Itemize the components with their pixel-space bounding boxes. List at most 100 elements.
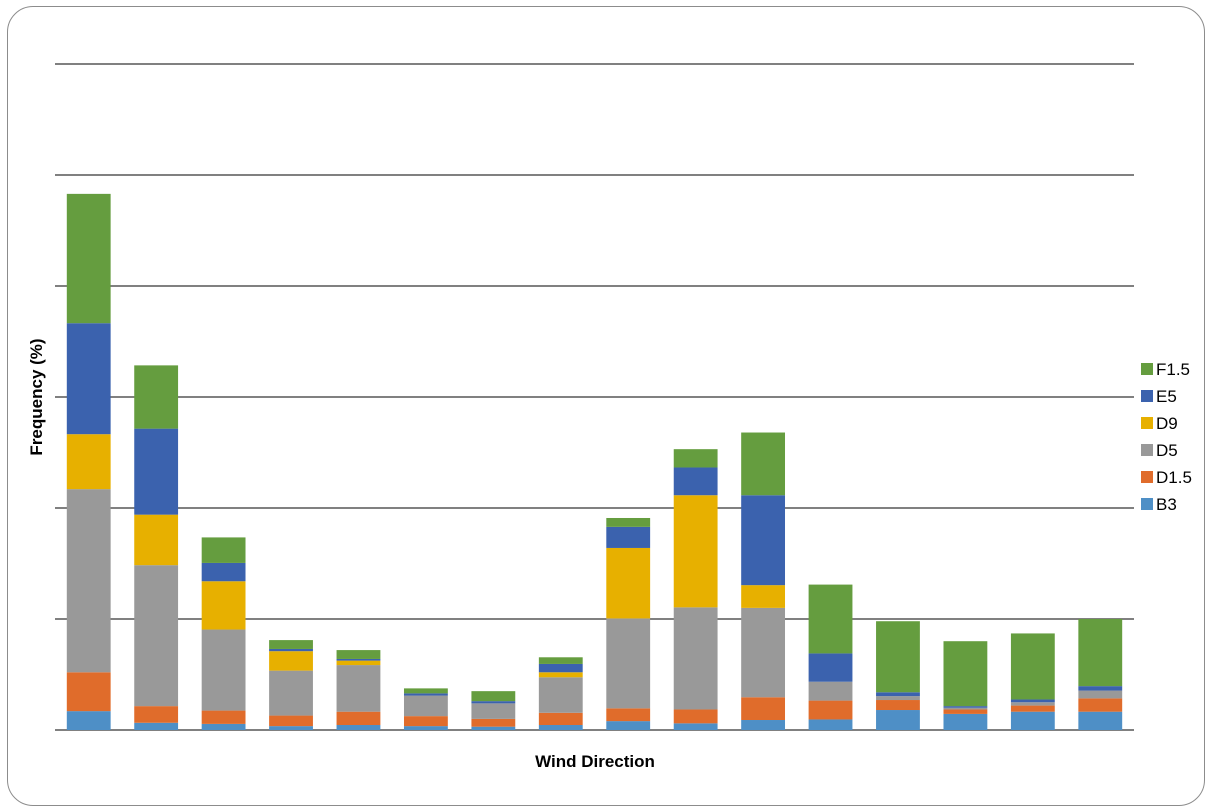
bar-segment-d1-5-9 — [606, 708, 651, 722]
bar-segment-b3-10 — [673, 723, 718, 730]
legend-label-d5: D5 — [1156, 441, 1178, 460]
bar-segment-b3-7 — [471, 726, 516, 730]
bar-segment-e5-5 — [336, 658, 381, 661]
bars-group — [66, 193, 1123, 730]
bar-segment-d1-5-1 — [66, 672, 111, 712]
bar-segment-f1-5-5 — [336, 650, 381, 659]
bar-segment-d9-5 — [336, 660, 381, 666]
bar-segment-d1-5-5 — [336, 711, 381, 725]
bar-segment-f1-5-14 — [943, 641, 988, 707]
chart-svg: Frequency (%) Wind Direction F1.5 E5 D9 D5 D… — [27, 63, 1192, 771]
bar-segment-d5-5 — [336, 665, 381, 712]
bar-segment-d5-16 — [1078, 690, 1123, 699]
legend-label-d9: D9 — [1156, 414, 1178, 433]
bar-segment-d5-14 — [943, 707, 988, 710]
bar-segment-e5-8 — [538, 663, 583, 673]
bar-segment-d5-1 — [66, 489, 111, 673]
bar-segment-e5-6 — [403, 693, 448, 696]
bar-segment-d5-4 — [269, 670, 313, 716]
bar-segment-d1-5-13 — [876, 700, 920, 711]
legend-swatch-e5 — [1141, 390, 1153, 402]
bar-segment-e5-11 — [741, 495, 786, 586]
bar-segment-d9-1 — [66, 434, 111, 490]
bar-segment-d5-11 — [741, 607, 786, 698]
bar-segment-d1-5-14 — [943, 709, 988, 714]
bar-segment-d1-5-15 — [1010, 705, 1055, 712]
bar-segment-d1-5-4 — [269, 715, 313, 727]
bar-segment-f1-5-8 — [538, 657, 583, 664]
bar-segment-b3-8 — [538, 725, 583, 730]
bar-segment-b3-16 — [1078, 711, 1123, 730]
legend-label-e5: E5 — [1156, 387, 1177, 406]
bar-segment-d5-8 — [538, 677, 583, 713]
bar-segment-b3-6 — [403, 726, 448, 730]
bar-segment-f1-5-11 — [741, 432, 786, 496]
bar-segment-e5-4 — [269, 648, 313, 652]
bar-segment-d9-3 — [201, 581, 246, 630]
bar-segment-d1-5-2 — [134, 706, 179, 723]
bar-segment-d5-6 — [403, 695, 448, 717]
y-axis-title: Frequency (%) — [27, 338, 46, 455]
legend-swatch-f1-5 — [1141, 363, 1153, 375]
legend: F1.5 E5 D9 D5 D1.5 B3 — [1141, 360, 1192, 514]
bar-segment-d1-5-11 — [741, 697, 786, 720]
bar-segment-d1-5-10 — [673, 709, 718, 724]
bar-segment-f1-5-2 — [134, 365, 179, 429]
bar-segment-f1-5-10 — [673, 449, 718, 468]
bar-segment-f1-5-1 — [66, 193, 111, 324]
legend-swatch-d1-5 — [1141, 471, 1153, 483]
bar-segment-f1-5-7 — [471, 691, 516, 702]
bar-segment-e5-7 — [471, 701, 516, 704]
bar-segment-b3-9 — [606, 721, 651, 730]
bar-segment-d9-2 — [134, 514, 179, 566]
bar-segment-b3-14 — [943, 713, 988, 730]
bar-segment-b3-5 — [336, 725, 381, 730]
bar-segment-d1-5-6 — [403, 716, 448, 727]
bar-segment-b3-13 — [876, 710, 920, 730]
bar-segment-e5-13 — [876, 692, 920, 697]
bar-segment-b3-4 — [269, 726, 313, 730]
bar-segment-d5-15 — [1010, 702, 1055, 706]
bar-segment-b3-2 — [134, 722, 179, 730]
bar-segment-d1-5-7 — [471, 718, 516, 727]
bar-segment-d9-8 — [538, 672, 583, 678]
bar-segment-e5-16 — [1078, 686, 1123, 691]
bar-segment-d5-3 — [201, 629, 246, 711]
bar-segment-d9-11 — [741, 585, 786, 608]
legend-swatch-d5 — [1141, 444, 1153, 456]
legend-swatch-b3 — [1141, 498, 1153, 510]
bar-segment-f1-5-13 — [876, 621, 920, 693]
bar-segment-e5-9 — [606, 526, 651, 548]
x-axis-title: Wind Direction — [535, 752, 655, 771]
legend-swatch-d9 — [1141, 417, 1153, 429]
bar-segment-d5-2 — [134, 565, 179, 707]
bar-segment-d1-5-3 — [201, 710, 246, 724]
bar-segment-d5-13 — [876, 696, 920, 701]
bar-segment-f1-5-3 — [201, 537, 246, 563]
bar-segment-e5-12 — [808, 653, 853, 682]
bar-segment-b3-11 — [741, 720, 786, 730]
bar-segment-f1-5-9 — [606, 517, 651, 527]
legend-label-f1-5: F1.5 — [1156, 360, 1190, 379]
bar-segment-d9-9 — [606, 547, 651, 619]
bar-segment-e5-2 — [134, 428, 179, 515]
bar-segment-e5-10 — [673, 467, 718, 496]
bar-segment-d5-9 — [606, 618, 651, 709]
bar-segment-d5-7 — [471, 703, 516, 719]
bar-segment-f1-5-6 — [403, 688, 448, 694]
bar-segment-d9-10 — [673, 495, 718, 608]
legend-label-d1-5: D1.5 — [1156, 468, 1192, 487]
bar-segment-b3-3 — [201, 723, 246, 730]
bar-segment-f1-5-16 — [1078, 619, 1123, 687]
bar-segment-d5-10 — [673, 607, 718, 710]
bar-segment-d9-4 — [269, 651, 313, 671]
bar-segment-e5-14 — [943, 706, 988, 708]
bar-segment-f1-5-12 — [808, 584, 853, 654]
bar-segment-b3-12 — [808, 719, 853, 730]
bar-segment-e5-3 — [201, 562, 246, 582]
bar-segment-d1-5-16 — [1078, 698, 1123, 712]
legend-label-b3: B3 — [1156, 495, 1177, 514]
bar-segment-e5-1 — [66, 323, 111, 435]
bar-segment-e5-15 — [1010, 699, 1055, 703]
bar-segment-b3-15 — [1010, 711, 1055, 730]
